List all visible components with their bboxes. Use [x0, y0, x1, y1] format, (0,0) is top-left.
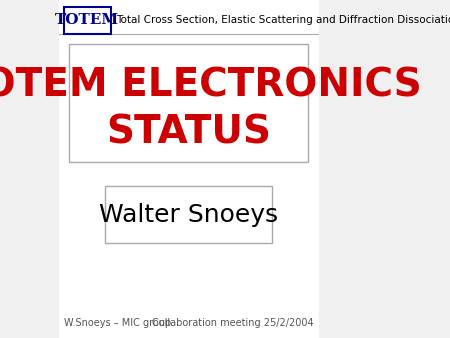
- Text: Total Cross Section, Elastic Scattering and Diffraction Dissociation at the LHC: Total Cross Section, Elastic Scattering …: [116, 15, 450, 25]
- Text: TOTEM ELECTRONICS: TOTEM ELECTRONICS: [0, 66, 422, 104]
- Text: W.Snoeys – MIC group: W.Snoeys – MIC group: [64, 318, 171, 328]
- Text: TOTEM: TOTEM: [55, 13, 119, 27]
- FancyBboxPatch shape: [105, 186, 272, 243]
- FancyBboxPatch shape: [64, 7, 111, 34]
- Text: STATUS: STATUS: [106, 114, 271, 152]
- FancyBboxPatch shape: [58, 0, 319, 338]
- FancyBboxPatch shape: [69, 44, 309, 162]
- Text: Walter Snoeys: Walter Snoeys: [99, 202, 278, 227]
- Text: Collaboration meeting 25/2/2004: Collaboration meeting 25/2/2004: [152, 318, 314, 328]
